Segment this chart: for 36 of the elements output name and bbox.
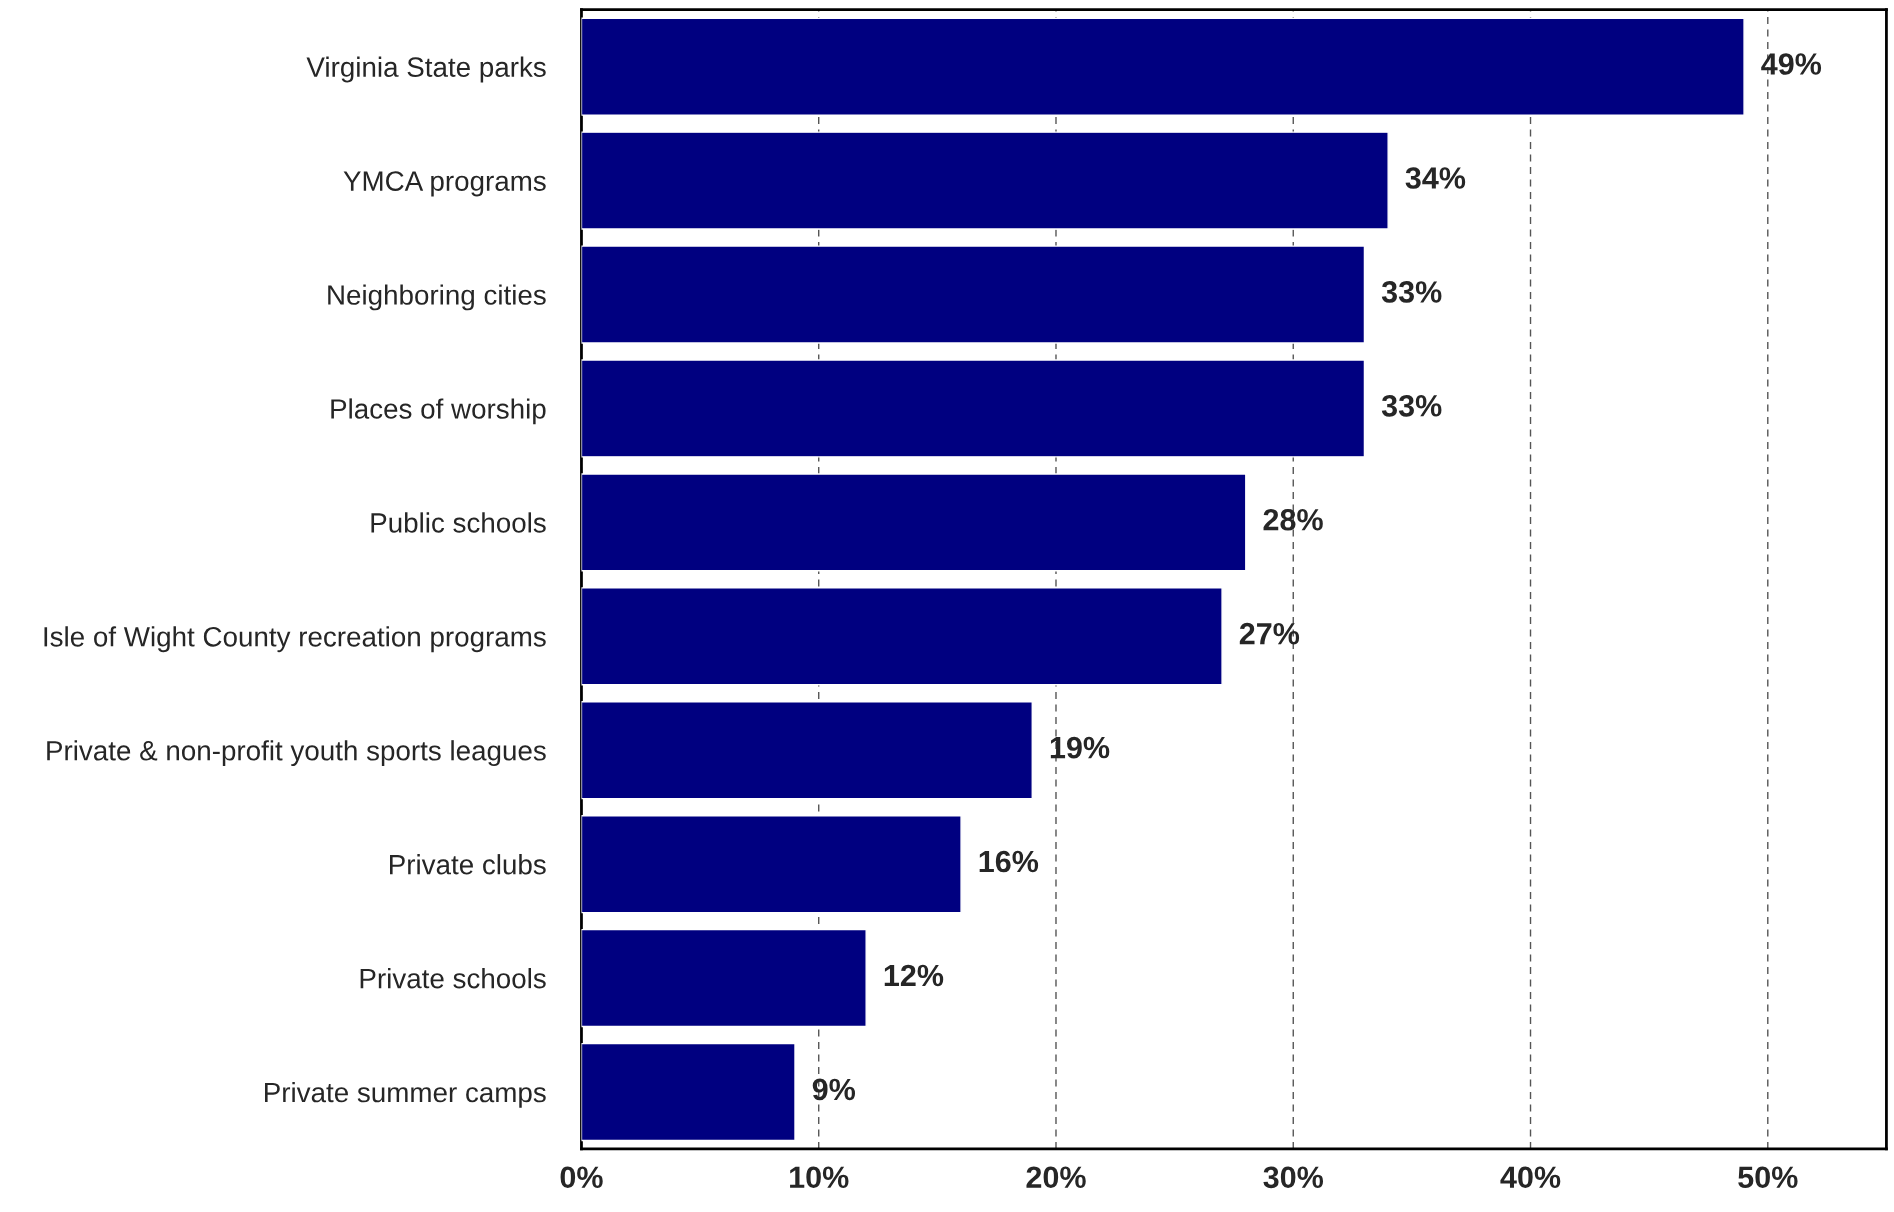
y-tick-label: Private & non-profit youth sports leagues bbox=[47, 740, 546, 767]
x-tick-label: 10% bbox=[790, 1166, 849, 1189]
bar bbox=[581, 701, 1033, 800]
data-label: 28% bbox=[1263, 508, 1323, 531]
bar bbox=[581, 928, 867, 1028]
bar bbox=[581, 587, 1223, 686]
data-label: 9% bbox=[812, 1078, 856, 1101]
data-label: 33% bbox=[1381, 281, 1442, 303]
x-tick-label: 40% bbox=[1500, 1166, 1561, 1189]
y-tick-label: Places of worship bbox=[331, 398, 546, 425]
y-tick-label: Virginia State parks bbox=[306, 56, 546, 83]
bar bbox=[581, 245, 1366, 344]
x-tick-label: 30% bbox=[1263, 1166, 1324, 1189]
y-tick-label: YMCA programs bbox=[343, 171, 546, 197]
bar bbox=[581, 1042, 796, 1142]
y-tick-label: Private clubs bbox=[390, 854, 546, 875]
y-tick-label: Neighboring cities bbox=[328, 284, 546, 311]
bar bbox=[581, 815, 962, 914]
y-tick-label: Private summer camps bbox=[265, 1081, 546, 1108]
data-label: 19% bbox=[1050, 736, 1110, 759]
x-tick-label: 50% bbox=[1738, 1166, 1798, 1189]
bar bbox=[581, 473, 1247, 572]
bar bbox=[581, 359, 1366, 458]
data-label: 16% bbox=[979, 850, 1039, 873]
x-tick-label: 0% bbox=[560, 1166, 603, 1189]
y-tick-label: Public schools bbox=[371, 512, 546, 533]
data-label: 34% bbox=[1405, 167, 1466, 189]
y-tick-label: Isle of Wight County recreation programs bbox=[44, 626, 546, 653]
bar bbox=[581, 131, 1389, 230]
x-tick-label: 20% bbox=[1026, 1166, 1086, 1189]
data-label: 12% bbox=[884, 964, 944, 987]
y-tick-label: Private schools bbox=[360, 968, 546, 989]
bar bbox=[581, 17, 1745, 116]
data-label: 49% bbox=[1761, 53, 1822, 75]
data-label: 33% bbox=[1381, 395, 1442, 417]
data-label: 27% bbox=[1239, 622, 1300, 645]
